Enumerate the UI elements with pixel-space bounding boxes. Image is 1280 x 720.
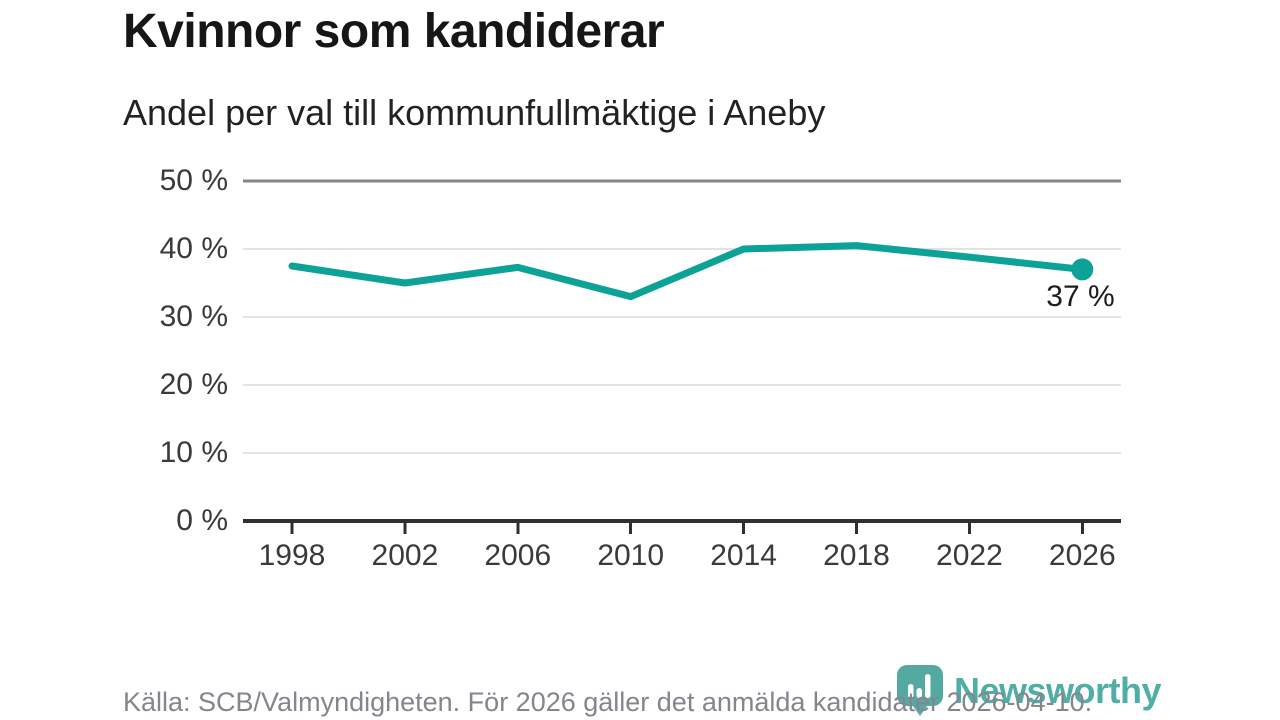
x-tick-label: 1998 [258, 539, 326, 572]
y-tick-label: 0 % [176, 504, 228, 537]
y-tick-label: 50 % [159, 164, 228, 197]
x-tick-label: 2026 [1048, 539, 1116, 572]
y-tick-label: 40 % [159, 232, 228, 265]
source-text: Källa: SCB/Valmyndigheten. För 2026 gäll… [123, 687, 1093, 717]
end-point-label: 37 % [1046, 280, 1115, 314]
x-tick-label: 2022 [936, 539, 1003, 572]
line-chart [243, 179, 1121, 534]
newsworthy-wordmark: Newsworthy [954, 670, 1162, 711]
x-tick-label: 2018 [823, 539, 890, 572]
chart-title: Kvinnor som kandiderar [123, 5, 665, 58]
y-tick-label: 20 % [159, 368, 228, 401]
newsworthy-icon [897, 665, 943, 716]
x-tick-label: 2014 [710, 539, 777, 572]
line-chart-svg [243, 179, 1121, 534]
x-tick-label: 2002 [371, 539, 439, 572]
y-tick-label: 10 % [159, 436, 228, 469]
chart-subtitle: Andel per val till kommunfullmäktige i A… [123, 92, 826, 133]
end-point-marker [1071, 258, 1094, 281]
series-line [288, 242, 1086, 301]
x-tick-label: 2010 [597, 539, 665, 572]
y-tick-label: 30 % [159, 300, 228, 333]
newsworthy-logo: Newsworthy [896, 664, 1162, 720]
x-tick-label: 2006 [484, 539, 552, 572]
